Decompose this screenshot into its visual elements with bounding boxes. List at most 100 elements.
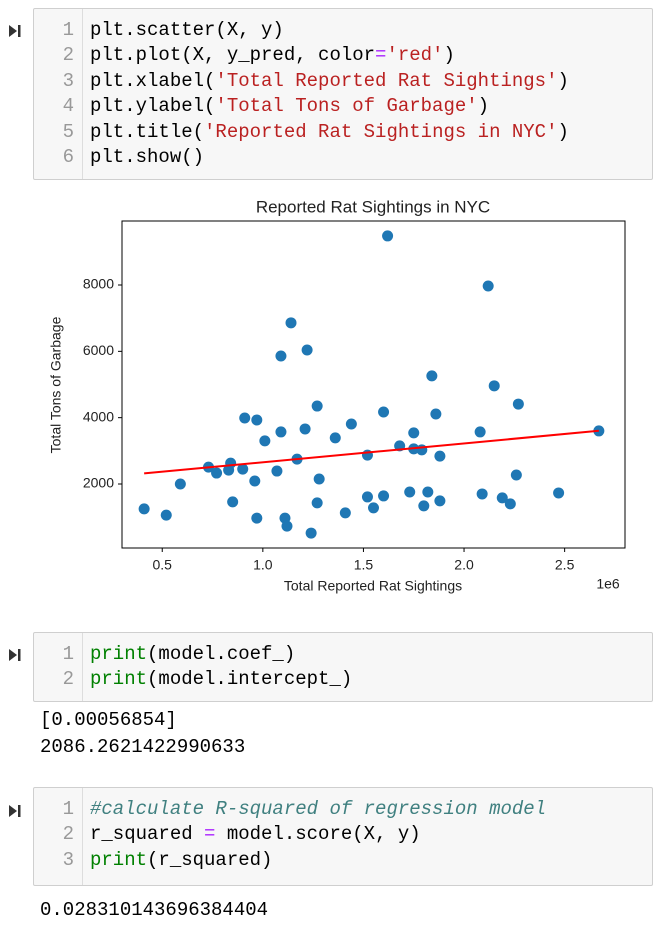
scatter-point	[422, 486, 434, 498]
code-token: r_squared	[90, 823, 205, 846]
output-line: 2086.2621422990633	[40, 735, 246, 758]
scatter-point	[275, 426, 287, 438]
line-number: 1	[62, 798, 74, 820]
code-text: #calculate R-squared of regression model	[90, 797, 546, 822]
scatter-point	[416, 444, 428, 456]
y-tick-label: 8000	[83, 276, 114, 292]
scatter-point	[251, 512, 263, 524]
code-token: print	[90, 848, 148, 871]
code-cell[interactable]: 1 plt.scatter(X, y) 2 plt.plot(X, y_pred, c…	[33, 8, 653, 180]
code-token: print	[90, 643, 148, 665]
scatter-point	[160, 509, 172, 521]
scatter-point	[434, 495, 446, 507]
code-cell[interactable]: 1 #calculate R-squared of regression mode…	[33, 787, 653, 886]
code-token: model.score(X, y)	[215, 823, 421, 846]
scatter-point	[361, 491, 373, 503]
scatter-point	[430, 408, 442, 420]
scatter-point	[281, 520, 293, 532]
scatter-point	[329, 432, 341, 444]
scatter-point	[339, 507, 351, 519]
scatter-point	[138, 503, 150, 515]
regression-line	[144, 429, 599, 475]
run-button[interactable]	[8, 24, 22, 38]
code-token: plt.plot(X, y_pred, color	[90, 44, 376, 67]
code-token: (model.intercept_)	[147, 668, 353, 691]
code-line: 1 plt.scatter(X, y)	[34, 18, 652, 43]
scatter-point	[271, 465, 283, 477]
code-token: =	[204, 823, 216, 846]
scatter-point	[275, 350, 287, 362]
code-line: 4 plt.ylabel('Total Tons of Garbage')	[34, 94, 652, 119]
code-text: print(model.coef_)	[90, 642, 295, 667]
code-token: (r_squared)	[147, 848, 273, 871]
code-cell[interactable]: 1 print(model.coef_) 2 print(model.intercep…	[33, 632, 653, 702]
plot-frame	[121, 220, 626, 549]
code-text: plt.ylabel('Total Tons of Garbage')	[90, 94, 489, 119]
code-line: 2 plt.plot(X, y_pred, color='red')	[34, 43, 652, 68]
code-line: 5 plt.title('Reported Rat Sightings in NY…	[34, 120, 652, 145]
scatter-point	[378, 406, 390, 418]
code-token: 'red'	[386, 44, 444, 67]
code-token: plt.title(	[90, 120, 205, 143]
line-number: 1	[62, 19, 74, 41]
code-token: (model.coef_)	[147, 643, 296, 665]
scatter-point	[418, 500, 430, 512]
code-token: plt.scatter(X, y)	[90, 19, 284, 41]
code-token: )	[477, 95, 490, 118]
scatter-point	[211, 467, 223, 479]
code-line: 3 plt.xlabel('Total Reported Rat Sighting…	[34, 69, 652, 94]
scatter-point	[510, 469, 522, 481]
code-token: print	[90, 668, 148, 691]
code-token: )	[557, 120, 569, 143]
code-text: plt.xlabel('Total Reported Rat Sightings…	[90, 69, 569, 94]
code-line: 2 r_squared = model.score(X, y)	[34, 822, 652, 847]
scatter-point	[474, 426, 486, 438]
y-axis-label: Total Tons of Garbage	[48, 316, 64, 453]
output-line: [0.00056854]	[40, 709, 177, 731]
scatter-point	[311, 497, 323, 509]
run-button[interactable]	[8, 804, 22, 818]
output-line: 0.028310143696384404	[40, 899, 269, 921]
x-tick-label: 1.5	[354, 557, 374, 573]
x-offset-label: 1e6	[596, 576, 620, 592]
scatter-point	[488, 380, 500, 392]
line-number: 2	[62, 823, 74, 846]
scatter-point	[553, 487, 565, 499]
scatter-point	[512, 398, 524, 410]
line-number: 1	[62, 643, 74, 665]
x-tick-label: 2.0	[454, 557, 474, 573]
scatter-point	[426, 370, 438, 382]
run-button[interactable]	[8, 648, 22, 662]
code-text: r_squared = model.score(X, y)	[90, 822, 421, 847]
scatter-point	[249, 475, 261, 487]
line-number: 5	[62, 120, 74, 143]
y-tick-label: 2000	[83, 475, 114, 491]
chart-title: Reported Rat Sightings in NYC	[256, 197, 490, 216]
code-line: 6 plt.show()	[34, 145, 652, 170]
scatter-point	[476, 488, 488, 500]
scatter-point	[378, 490, 390, 502]
scatter-point	[285, 317, 297, 329]
chart: Reported Rat Sightings in NYC Total Repo…	[48, 197, 626, 594]
x-axis-label: Total Reported Rat Sightings	[284, 578, 462, 594]
line-number: 6	[62, 145, 74, 168]
line-number: 2	[62, 44, 74, 67]
scatter-point	[227, 496, 239, 508]
code-token: 'Reported Rat Sightings in NYC'	[204, 120, 558, 143]
code-text: plt.plot(X, y_pred, color='red')	[90, 43, 455, 68]
code-line: 1 print(model.coef_)	[34, 642, 652, 667]
scatter-point	[225, 457, 237, 469]
code-token: )	[443, 44, 455, 67]
cell-output: 0.028310143696384404	[40, 897, 268, 924]
code-token: 'Total Reported Rat Sightings'	[215, 69, 558, 92]
scatter-point	[313, 473, 325, 485]
x-tick-label: 2.5	[555, 557, 575, 573]
line-number: 4	[62, 95, 74, 118]
code-line: 3 print(r_squared)	[34, 848, 652, 873]
x-tick-label: 1.0	[253, 557, 273, 573]
scatter-point	[299, 423, 311, 435]
scatter-point	[237, 463, 249, 475]
y-tick-label: 4000	[83, 408, 114, 424]
scatter-point	[305, 527, 317, 539]
